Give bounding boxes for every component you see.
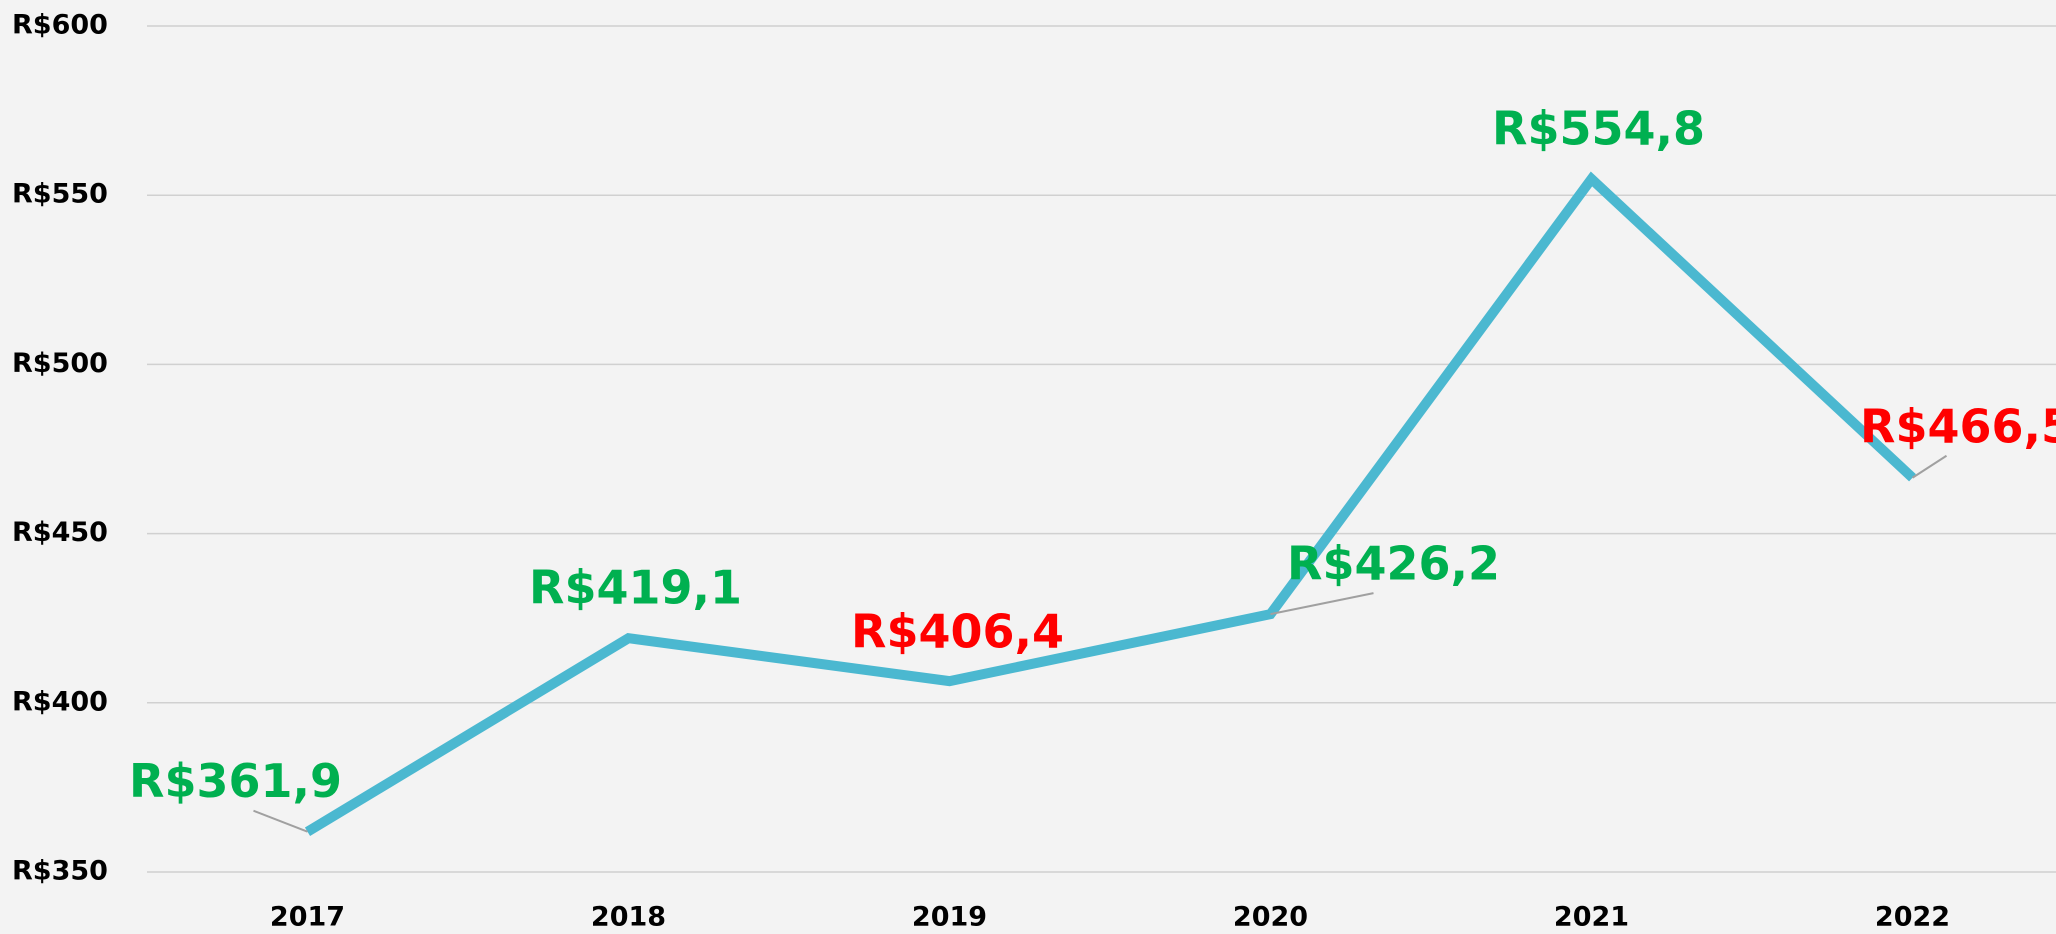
data-label: R$426,2 [1287, 537, 1500, 591]
y-tick-label: R$550 [12, 179, 108, 210]
leader-line [253, 809, 308, 833]
y-tick-label: R$600 [12, 10, 108, 41]
data-label: R$361,9 [129, 754, 342, 808]
y-tick-label: R$500 [12, 348, 108, 379]
line [304, 171, 1916, 837]
leader-line [1911, 454, 1948, 479]
x-tick-label: 2020 [1233, 902, 1308, 933]
x-tick-label: 2021 [1554, 902, 1629, 933]
x-tick-label: 2022 [1875, 902, 1950, 933]
data-label: R$406,4 [851, 605, 1064, 659]
y-tick-label: R$350 [12, 856, 108, 887]
y-tick-label: R$400 [12, 686, 108, 717]
y-tick-label: R$450 [12, 517, 108, 548]
x-tick-label: 2018 [591, 902, 666, 933]
x-tick-label: 2019 [912, 902, 987, 933]
x-tick-label: 2017 [270, 902, 345, 933]
data-label: R$419,1 [529, 561, 742, 615]
data-label: R$554,8 [1492, 101, 1705, 155]
leader-line [1270, 592, 1374, 616]
data-label: R$466,5 [1860, 399, 2056, 453]
